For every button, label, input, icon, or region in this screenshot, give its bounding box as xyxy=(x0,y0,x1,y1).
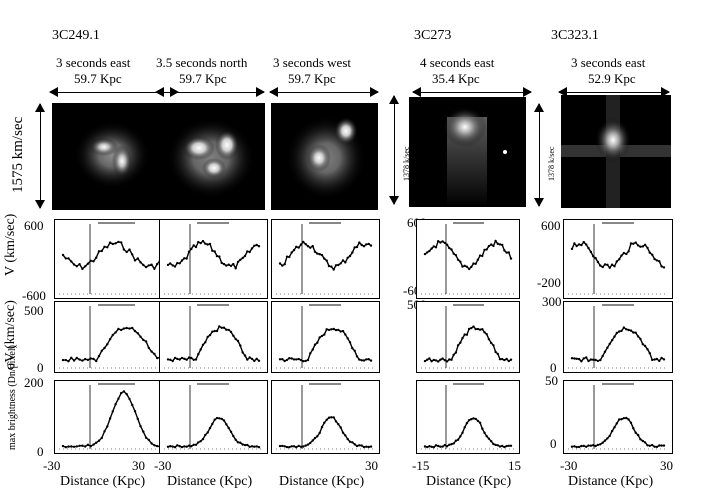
col5-direction: 3 seconds east xyxy=(571,55,646,70)
x-axis-label-col1: Distance (Kpc) xyxy=(60,474,146,489)
spectrum-image-col2 xyxy=(159,103,265,210)
object-label-3c249: 3C249.1 xyxy=(52,28,100,43)
plot-panel-c3-r3 xyxy=(271,380,380,454)
tick-c5-v-top: 600 xyxy=(541,218,561,233)
spectrum-image-col5 xyxy=(561,95,671,208)
tick-v-bottom: -600 xyxy=(22,288,46,303)
velocity-arrow-col4 xyxy=(389,95,399,205)
tick-c5-sigma-top: 300 xyxy=(542,294,562,309)
scale-arrow-col2 xyxy=(155,87,265,97)
x-axis-label-col3: Distance (Kpc) xyxy=(279,474,365,489)
scale-arrow-col5 xyxy=(558,87,670,97)
plot-panel-c4-r2 xyxy=(416,301,520,373)
col4-scale: 35.4 Kpc xyxy=(432,71,480,86)
x-tick-right-col5: 30 xyxy=(660,458,673,473)
col1-scale: 59.7 Kpc xyxy=(74,71,122,86)
object-label-3c273: 3C273 xyxy=(414,28,452,43)
plot-panel-c2-r1 xyxy=(159,219,268,299)
col2-scale: 59.7 Kpc xyxy=(179,71,227,86)
x-axis-label-col5: Distance (Kpc) xyxy=(568,474,654,489)
velocity-arrow-main xyxy=(35,103,45,209)
x-tick-left-col5: -30 xyxy=(560,458,578,473)
velocity-arrow-col5 xyxy=(534,103,544,207)
tick-v-top: 600 xyxy=(24,218,44,233)
col4-direction: 4 seconds east xyxy=(420,55,495,70)
tick-c5-brightness-bottom: 0 xyxy=(550,436,557,451)
plot-panel-c4-r3 xyxy=(416,380,520,454)
col3-direction: 3 seconds west xyxy=(273,55,351,70)
plot-panel-c3-r2 xyxy=(271,301,380,373)
plot-panel-c3-r1 xyxy=(271,219,380,299)
plot-panel-c5-r1 xyxy=(563,219,673,299)
spectrum-image-col1 xyxy=(52,103,179,210)
col3-scale: 59.7 Kpc xyxy=(288,71,336,86)
object-label-3c323: 3C323.1 xyxy=(551,28,599,43)
plot-panel-c2-r3 xyxy=(159,380,268,454)
col2-direction: 3.5 seconds north xyxy=(156,55,248,70)
x-tick-left-col1: -30 xyxy=(43,458,61,473)
plot-panel-c4-r1 xyxy=(416,219,520,299)
tick-sigma-top: 500 xyxy=(24,303,44,318)
spectrum-image-col4 xyxy=(409,97,526,207)
x-tick-left-col4: -15 xyxy=(412,458,430,473)
plot-panel-c5-r3 xyxy=(563,380,673,454)
tick-brightness-bottom: 0 xyxy=(37,444,44,459)
x-tick-right-col3: 30 xyxy=(365,458,378,473)
row-label-brightness: max brightness (Dn/pixel) xyxy=(7,345,18,450)
tick-c5-v-bottom: -200 xyxy=(537,275,561,290)
tick-c5-sigma-bottom: 0 xyxy=(550,360,557,375)
row-label-velocity: V (km/sec) xyxy=(3,213,18,276)
velocity-scale-main: 1575 km/sec xyxy=(10,116,26,193)
velocity-scale-col5: 1378 k/sec xyxy=(547,146,556,181)
tick-brightness-top: 200 xyxy=(24,375,44,390)
scale-arrow-col4 xyxy=(412,87,532,97)
x-tick-right-col4: 15 xyxy=(508,458,521,473)
x-tick-left-col2: -30 xyxy=(154,458,172,473)
x-axis-label-col2: Distance (Kpc) xyxy=(167,474,253,489)
tick-c5-brightness-top: 50 xyxy=(545,373,558,388)
col1-direction: 3 seconds east xyxy=(56,55,131,70)
scale-arrow-col3 xyxy=(269,87,379,97)
col5-scale: 52.9 Kpc xyxy=(588,71,636,86)
x-tick-right-col1: 30 xyxy=(132,458,145,473)
plot-panel-c5-r2 xyxy=(563,301,673,373)
x-axis-label-col4: Distance (Kpc) xyxy=(426,474,512,489)
tick-sigma-bottom: 0 xyxy=(37,360,44,375)
spectrum-image-col3 xyxy=(271,103,378,210)
plot-panel-c2-r2 xyxy=(159,301,268,373)
